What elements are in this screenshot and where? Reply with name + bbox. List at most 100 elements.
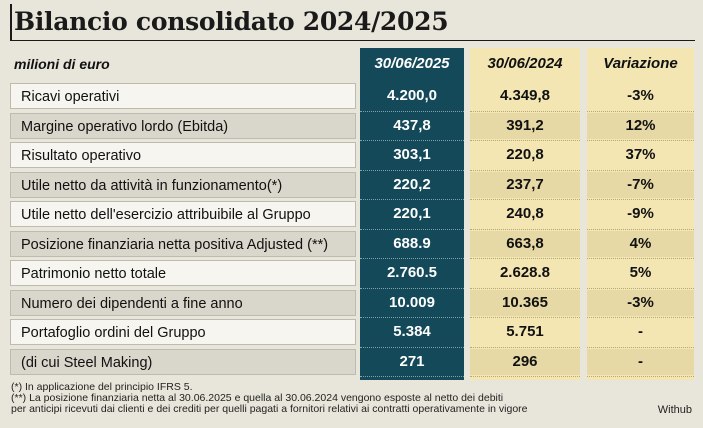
value-variation: -3%	[587, 289, 694, 316]
table-row: Ricavi operativi 4.200,0 4.349,8 -3%	[10, 82, 694, 112]
column-variation-background	[587, 48, 694, 380]
dotted-separator	[360, 317, 464, 318]
value-2025: 220,1	[393, 205, 431, 222]
dotted-separator	[587, 169, 694, 171]
row-separator	[10, 140, 694, 141]
header-2025: 30/06/2025	[374, 55, 450, 72]
table-header: milioni di euro 30/06/2025 30/06/2024 Va…	[10, 48, 694, 80]
table-row: Risultato operativo 303,1 220,8 37%	[10, 141, 694, 171]
value-2024: 296	[470, 348, 580, 375]
table-row: Utile netto dell'esercizio attribuibile …	[10, 200, 694, 230]
table-row: Numero dei dipendenti a fine anno 10.009 1…	[10, 289, 694, 318]
value-2024: 240,8	[506, 205, 544, 222]
dotted-separator	[360, 376, 464, 377]
dotted-separator	[587, 287, 694, 289]
value-2024: 391,2	[470, 112, 580, 139]
footnote: (**) La posizione finanziaria netta al 3…	[11, 392, 504, 404]
dotted-separator	[470, 346, 580, 348]
row-separator	[10, 376, 694, 377]
row-label: (di cui Steel Making)	[10, 348, 356, 375]
dotted-separator	[587, 140, 694, 141]
value-2025: 303,1	[393, 146, 431, 163]
value-2024: 5.751	[506, 323, 544, 340]
table-row: Margine operativo lordo (Ebitda) 437,8 391…	[10, 112, 694, 141]
value-2025: 437,8	[393, 116, 431, 134]
dotted-separator	[587, 346, 694, 348]
value-variation: -	[638, 323, 643, 340]
value-2024: 4.349,8	[499, 87, 551, 104]
row-label: Ricavi operativi	[10, 83, 356, 109]
row-separator	[10, 287, 694, 289]
row-separator	[10, 199, 694, 200]
header-unit-label: milioni di euro	[14, 56, 110, 72]
row-separator	[10, 346, 694, 348]
value-2025: 5.384	[393, 323, 431, 340]
dotted-separator	[470, 258, 580, 259]
source-credit: Withub	[657, 404, 692, 416]
value-variation: 12%	[587, 112, 694, 139]
row-label: Numero dei dipendenti a fine anno	[10, 289, 356, 316]
footnote: per anticipi ricevuti dai clienti e dei …	[11, 403, 528, 415]
value-variation: 5%	[629, 264, 652, 281]
value-variation: 4%	[587, 230, 694, 257]
dotted-separator	[360, 169, 464, 171]
footnote: (*) In applicazione del principio IFRS 5…	[11, 381, 193, 393]
header-variation: Variazione	[603, 55, 678, 72]
dotted-separator	[360, 346, 464, 348]
row-label: Margine operativo lordo (Ebitda)	[10, 112, 356, 139]
row-separator	[10, 169, 694, 171]
value-2024: 2.628.8	[499, 264, 551, 281]
dotted-separator	[587, 317, 694, 318]
footnotes: (*) In applicazione del principio IFRS 5…	[11, 382, 631, 415]
dotted-separator	[470, 199, 580, 200]
row-label: Patrimonio netto totale	[10, 260, 356, 286]
table-row: Posizione finanziaria netta positiva Adj…	[10, 230, 694, 259]
dotted-separator	[470, 169, 580, 171]
dotted-separator	[587, 376, 694, 377]
dotted-separator	[587, 110, 694, 112]
dotted-separator	[360, 228, 464, 230]
value-2024: 237,7	[470, 171, 580, 198]
row-label: Utile netto da attività in funzionamento…	[10, 171, 356, 198]
row-label: Posizione finanziaria netta positiva Adj…	[10, 230, 356, 257]
dotted-separator	[587, 199, 694, 200]
table-row: Utile netto da attività in funzionamento…	[10, 171, 694, 200]
value-2025: 220,2	[393, 175, 431, 193]
page-title: Bilancio consolidato 2024/2025	[10, 4, 449, 40]
table-body: Ricavi operativi 4.200,0 4.349,8 -3% Margine…	[10, 82, 694, 377]
value-2024: 220,8	[506, 146, 544, 163]
dotted-separator	[587, 258, 694, 259]
dotted-separator	[360, 287, 464, 289]
header-2024: 30/06/2024	[487, 55, 563, 72]
title-divider	[10, 40, 695, 41]
dotted-separator	[470, 317, 580, 318]
dotted-separator	[470, 140, 580, 141]
value-2025: 271	[399, 352, 425, 370]
dotted-separator	[470, 287, 580, 289]
dotted-separator	[470, 228, 580, 230]
column-2025-background	[360, 48, 464, 380]
row-separator	[10, 110, 694, 112]
column-2024-background	[470, 48, 580, 380]
value-2025: 10.009	[389, 293, 435, 311]
table-row: Patrimonio netto totale 2.760.5 2.628.8 5%	[10, 259, 694, 289]
dotted-separator	[360, 258, 464, 259]
dotted-separator	[470, 110, 580, 112]
dotted-separator	[360, 140, 464, 141]
row-separator	[10, 228, 694, 230]
value-2025: 688.9	[393, 234, 431, 252]
dotted-separator	[360, 110, 464, 112]
row-label: Utile netto dell'esercizio attribuibile …	[10, 201, 356, 227]
value-2025: 2.760.5	[386, 264, 438, 281]
value-2024: 663,8	[470, 230, 580, 257]
value-2025: 4.200,0	[386, 87, 438, 104]
row-separator	[10, 258, 694, 259]
row-label: Risultato operativo	[10, 142, 356, 168]
row-separator	[10, 317, 694, 318]
value-variation: 37%	[625, 146, 656, 163]
value-variation: -9%	[627, 205, 654, 222]
value-variation: -7%	[587, 171, 694, 198]
dotted-separator	[470, 376, 580, 377]
row-label: Portafoglio ordini del Gruppo	[10, 319, 356, 345]
